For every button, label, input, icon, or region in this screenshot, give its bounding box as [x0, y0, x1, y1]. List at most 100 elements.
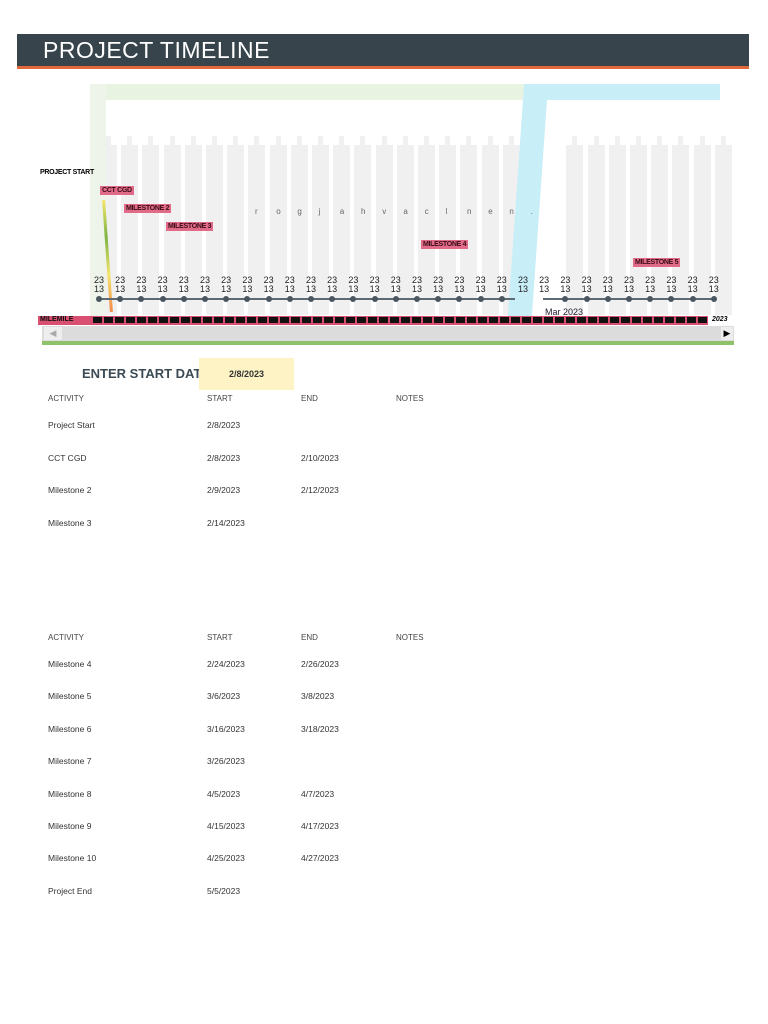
activity-cell[interactable]: Milestone 7 [48, 756, 92, 767]
activity-cell[interactable]: Project End [48, 885, 92, 896]
project-start-label: PROJECT START [40, 169, 94, 176]
scatter-letter: l [445, 207, 448, 216]
column-tab [636, 136, 641, 146]
activity-cell[interactable]: CCT CGD [48, 452, 87, 463]
tick-label: 23 13 [216, 276, 236, 294]
tick-bottom: 13 [454, 284, 465, 294]
tick-top: 23 [454, 275, 465, 285]
timeline-column [375, 145, 393, 315]
activity-cell[interactable]: Milestone 5 [48, 691, 92, 702]
column-tab [572, 136, 578, 146]
table-row: Milestone 8 4/5/2023 4/7/2023 [0, 789, 400, 801]
start-cell[interactable]: 2/9/2023 [207, 485, 241, 495]
end-cell[interactable]: 4/7/2023 [301, 788, 335, 799]
start-date-input[interactable]: 2/8/2023 [199, 358, 294, 390]
tick-top: 23 [115, 275, 126, 285]
end-cell[interactable]: 2/26/2023 [301, 659, 339, 669]
timeline-column [206, 145, 223, 315]
end-cell[interactable]: 2/12/2023 [301, 485, 339, 495]
tick-bottom: 13 [178, 284, 189, 294]
activity-cell[interactable]: Milestone 2 [48, 485, 92, 495]
timeline-dot [159, 296, 166, 302]
table-row: Milestone 9 4/15/2023 4/17/2023 [0, 821, 400, 833]
tick-top: 23 [157, 275, 168, 285]
timeline-dot [477, 296, 484, 302]
tick-label: 23 13 [492, 276, 512, 294]
tick-label: 23 13 [428, 276, 448, 294]
scatter-letter: a [403, 207, 408, 216]
column-header: ACTIVITY [48, 633, 85, 642]
activity-cell[interactable]: Project Start [48, 420, 95, 430]
tick-top: 23 [284, 275, 295, 285]
activity-cell[interactable]: Milestone 9 [48, 821, 92, 831]
start-cell[interactable]: 2/14/2023 [207, 517, 245, 528]
start-cell[interactable]: 3/6/2023 [207, 691, 241, 702]
end-cell[interactable]: 3/18/2023 [301, 723, 339, 734]
scatter-letter: o [276, 207, 281, 216]
milestone-label: MILESTONE 2 [124, 204, 172, 213]
timeline-dot [668, 296, 675, 302]
tick-label: 23 13 [683, 276, 703, 294]
end-cell[interactable]: 4/17/2023 [301, 821, 339, 831]
end-cell[interactable]: 4/27/2023 [301, 853, 339, 864]
tick-top: 23 [666, 275, 677, 285]
timeline-dot [265, 296, 272, 302]
tick-top: 23 [623, 275, 634, 285]
start-cell[interactable]: 4/25/2023 [207, 853, 245, 864]
tick-top: 23 [496, 275, 507, 285]
start-cell[interactable]: 3/26/2023 [207, 756, 245, 767]
scatter-letter: n [467, 207, 472, 216]
timeline-dot [392, 296, 399, 302]
timeline-column [714, 145, 732, 315]
column-header: END [301, 633, 318, 642]
scroll-right-arrow[interactable]: ▶ [721, 327, 733, 340]
start-cell[interactable]: 4/15/2023 [207, 821, 245, 831]
start-cell[interactable]: 2/24/2023 [207, 659, 245, 669]
activity-cell[interactable]: Milestone 10 [48, 853, 97, 864]
column-tab [106, 136, 111, 146]
milestone-label: MILESTONE 3 [166, 222, 214, 231]
tick-top: 23 [708, 275, 719, 285]
tick-label: 23 13 [661, 276, 681, 294]
tick-bottom: 13 [496, 284, 507, 294]
column-tab [318, 136, 323, 146]
timeline-column [651, 145, 669, 315]
timeline-column [481, 145, 499, 315]
activity-cell[interactable]: Milestone 3 [48, 517, 92, 528]
activity-cell[interactable]: Milestone 6 [48, 723, 92, 734]
column-tab [212, 136, 217, 146]
scroll-left-arrow[interactable]: ◀ [44, 327, 62, 340]
timeline-chart: PROJECT START CCT CGD MILESTONE 2 MILEST… [0, 0, 768, 350]
table-row: Milestone 10 4/25/2023 4/27/2023 [0, 853, 400, 865]
tick-label: 23 13 [131, 276, 151, 294]
tick-label: 23 13 [619, 276, 639, 294]
start-cell[interactable]: 2/8/2023 [207, 420, 241, 430]
activity-cell[interactable]: Milestone 8 [48, 788, 92, 799]
column-header: START [207, 394, 233, 403]
start-cell[interactable]: 5/5/2023 [207, 885, 241, 896]
tick-bottom: 13 [93, 284, 104, 294]
activity-cell[interactable]: Milestone 4 [48, 659, 92, 669]
table-row: Milestone 3 2/14/2023 [0, 518, 400, 530]
scatter-letter: r [255, 207, 258, 216]
table-row: Project Start 2/8/2023 [0, 420, 400, 432]
start-cell[interactable]: 3/16/2023 [207, 723, 245, 734]
page-title: PROJECT TIMELINE [43, 37, 270, 63]
tick-bottom: 13 [645, 284, 656, 294]
tick-label: 23 13 [513, 276, 533, 294]
tick-bottom: 13 [602, 284, 613, 294]
column-tab [678, 136, 684, 146]
tick-bottom: 13 [157, 284, 168, 294]
scrollbar[interactable]: ◀ ▶ [42, 326, 734, 345]
end-cell[interactable]: 3/8/2023 [301, 691, 335, 702]
tick-label: 23 13 [259, 276, 279, 294]
end-cell[interactable]: 2/10/2023 [301, 452, 339, 463]
timeline-column [248, 145, 266, 315]
start-cell[interactable]: 4/5/2023 [207, 788, 241, 799]
timeline-column [672, 145, 690, 315]
timeline-dot [689, 296, 696, 302]
scatter-letter: v [382, 207, 387, 216]
tick-label: 23 13 [640, 276, 660, 294]
start-cell[interactable]: 2/8/2023 [207, 452, 241, 463]
table-header: ACTIVITY START END NOTES [0, 633, 424, 645]
